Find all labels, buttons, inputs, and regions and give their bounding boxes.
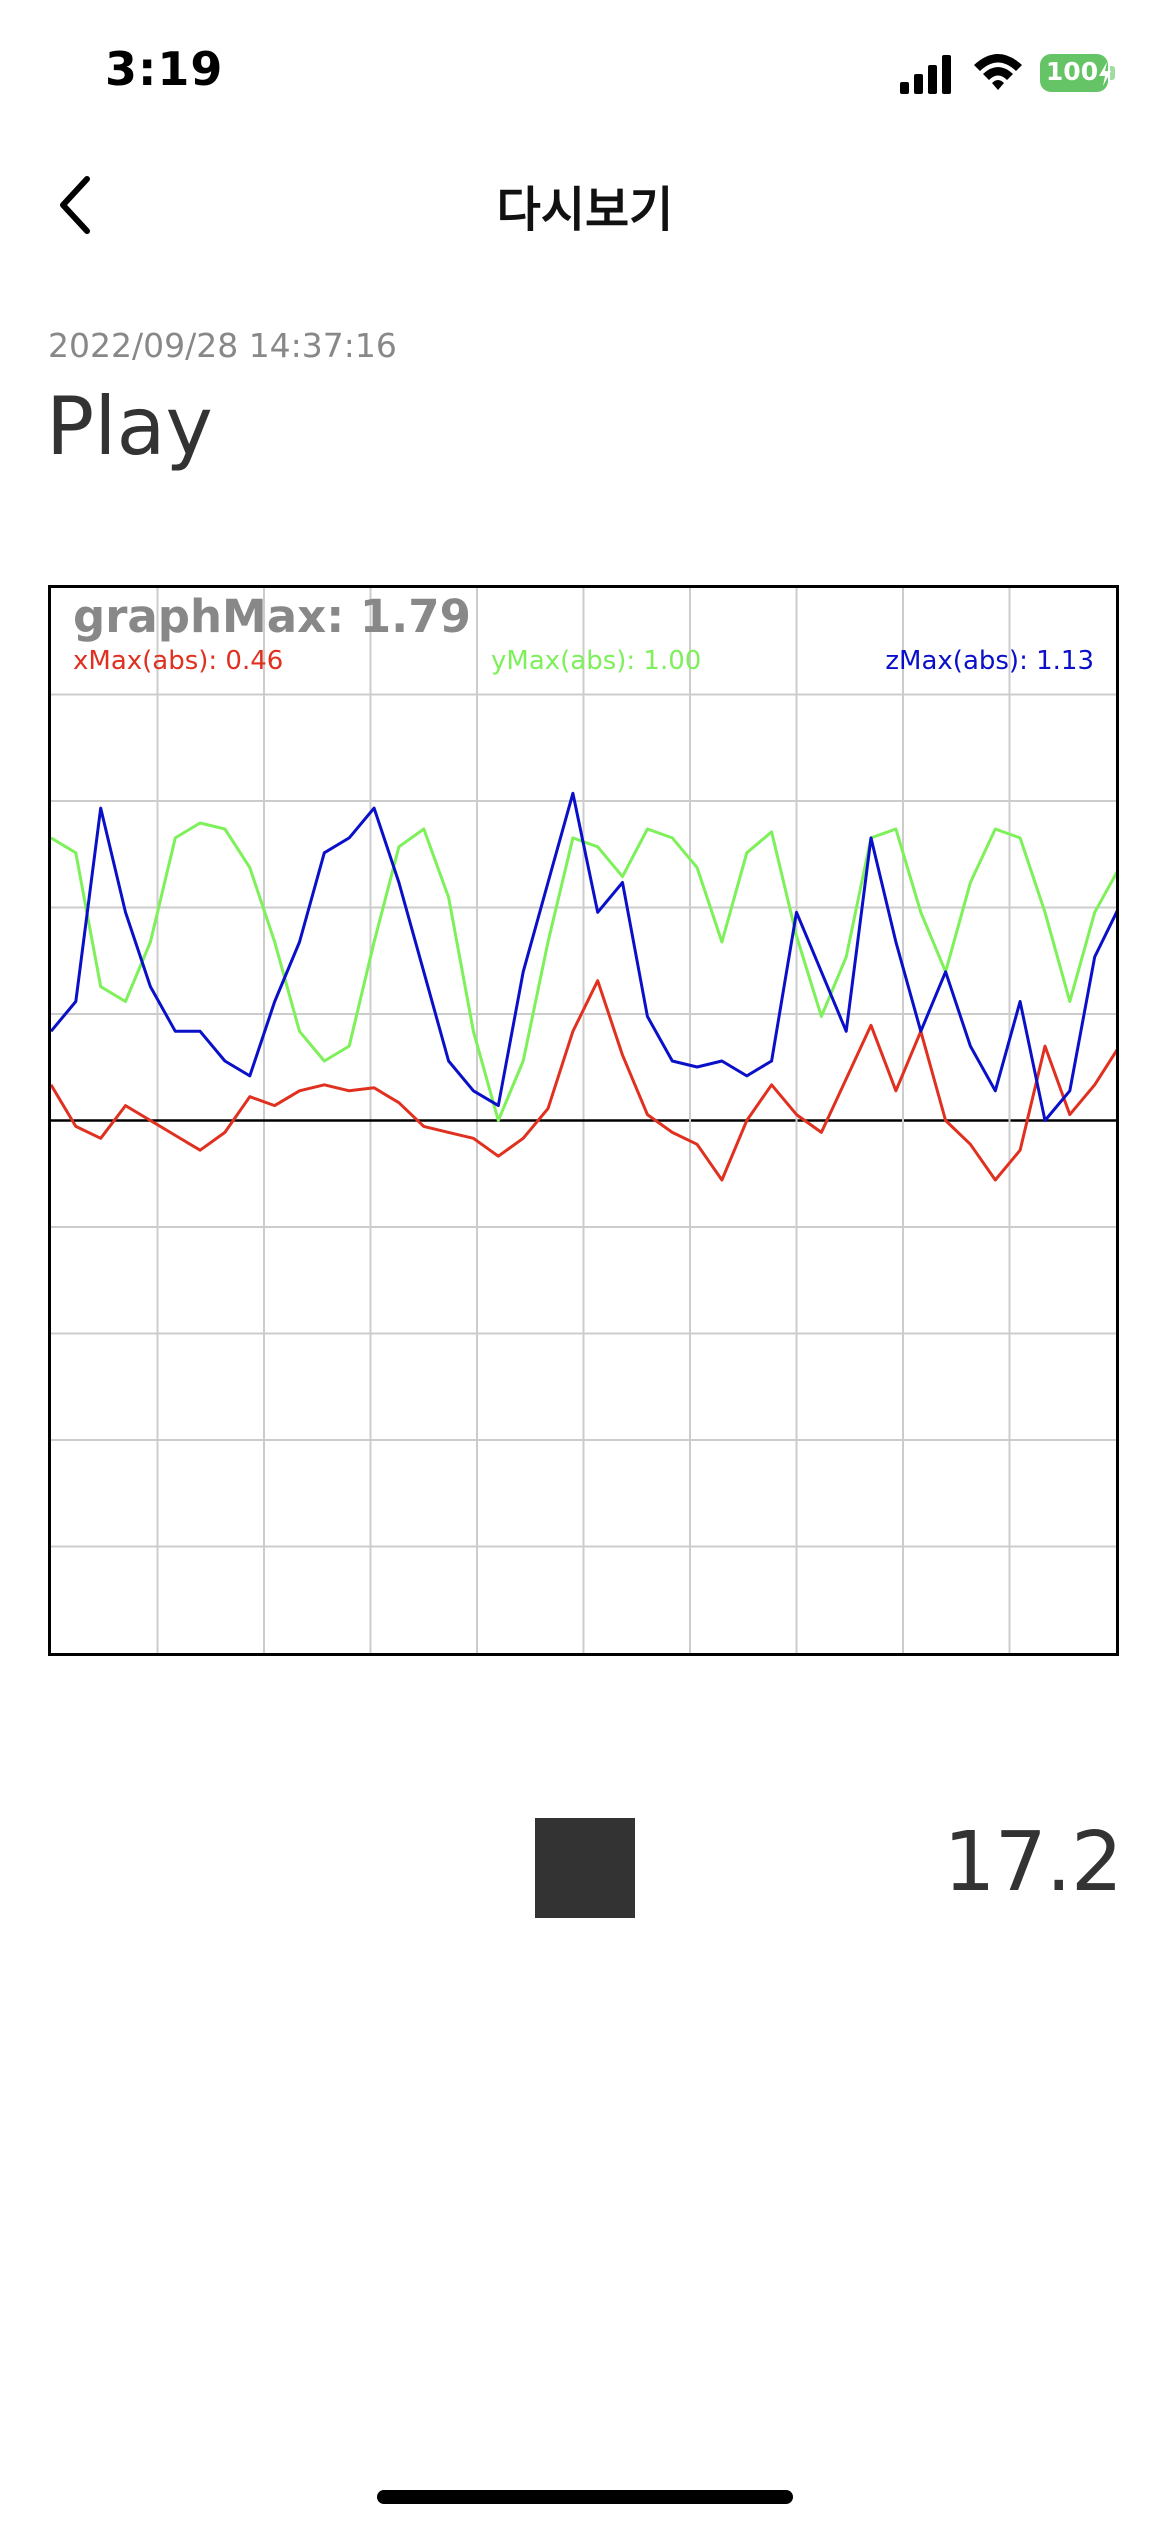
x-max-label: xMax(abs): 0.46 (73, 646, 284, 676)
back-button[interactable] (40, 170, 110, 240)
series-lines (51, 791, 1116, 1182)
page-title: Play (46, 380, 213, 473)
z-max-label: zMax(abs): 1.13 (885, 646, 1094, 676)
status-bar: 3:19 100 (0, 0, 1170, 150)
graph-max-label: graphMax: 1.79 (73, 590, 471, 643)
wifi-icon (974, 54, 1022, 90)
signal-icon (900, 55, 951, 94)
series-line-1 (51, 979, 1116, 1182)
battery-body (1040, 54, 1108, 92)
charging-bolt-icon (1099, 62, 1111, 86)
sensor-graph: graphMax: 1.79 xMax(abs): 0.46 yMax(abs)… (48, 585, 1119, 1656)
battery-level: 100 (1045, 57, 1099, 86)
chevron-left-icon (60, 176, 90, 234)
recording-timestamp: 2022/09/28 14:37:16 (48, 326, 397, 365)
stop-button[interactable] (535, 1818, 635, 1918)
battery-icon: 100 (1040, 54, 1116, 94)
status-icons: 100 (900, 52, 1120, 98)
series-line-2 (51, 821, 1116, 1122)
grid-lines (51, 588, 1116, 1653)
home-indicator[interactable] (377, 2490, 793, 2504)
battery-tip (1110, 66, 1115, 80)
stop-square-icon (535, 1818, 635, 1918)
series-line-3 (51, 791, 1116, 1122)
y-max-label: yMax(abs): 1.00 (491, 646, 702, 676)
status-time: 3:19 (105, 42, 224, 96)
graph-canvas (51, 588, 1116, 1653)
elapsed-value: 17.2 (943, 1815, 1123, 1910)
nav-title: 다시보기 (496, 182, 674, 238)
nav-bar: 다시보기 (0, 150, 1170, 260)
